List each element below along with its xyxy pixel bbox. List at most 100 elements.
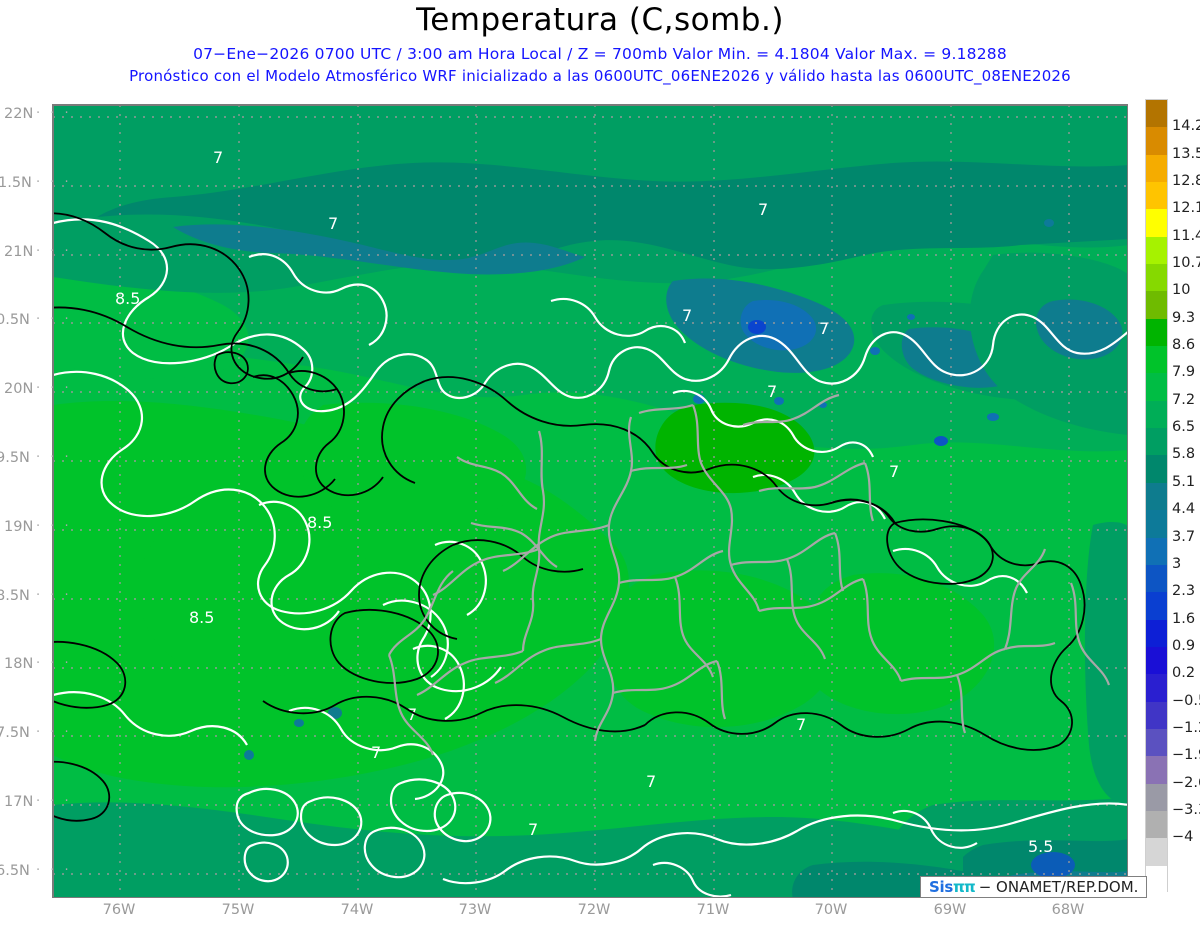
lat-label-11: 6.5N (0, 863, 30, 879)
lon-label-8: 68W (1051, 902, 1085, 918)
lon-label-3: 73W (458, 902, 492, 918)
colorbar-band-18 (1146, 592, 1167, 620)
colorbar-band-1 (1146, 127, 1167, 155)
lat-tick-dots-11: · · · (36, 863, 72, 878)
colorbar-tick-6: 10 (1172, 282, 1191, 299)
colorbar-band-3 (1146, 182, 1167, 210)
logo-agency-text: − ONAMET/REP.DOM. (978, 878, 1139, 896)
colorbar-band-12 (1146, 428, 1167, 456)
colorbar-tick-19: 0.9 (1172, 637, 1196, 654)
colorbar-band-19 (1146, 619, 1167, 647)
colorbar-band-11 (1146, 400, 1167, 429)
colorbar-tick-9: 7.9 (1172, 364, 1196, 381)
colorbar-tick-3: 12.1 (1172, 200, 1200, 217)
colorbar-band-28 (1146, 865, 1167, 893)
colorbar-tick-15: 3.7 (1172, 528, 1196, 545)
colorbar-tick-13: 5.1 (1172, 473, 1196, 490)
colorbar-tick-8: 8.6 (1172, 337, 1196, 354)
forecast-info-line: 07−Ene−2026 0700 UTC / 3:00 am Hora Loca… (193, 45, 1007, 63)
colorbar-tick-5: 10.7 (1172, 255, 1200, 272)
colorbar-band-9 (1146, 346, 1167, 374)
lon-label-2: 74W (340, 902, 374, 918)
lat-tick-dots-2: · · · (36, 244, 72, 259)
colorbar-band-6 (1146, 264, 1167, 292)
colorbar-tick-11: 6.5 (1172, 419, 1196, 436)
lat-label-1: 1.5N (0, 175, 32, 191)
lat-label-4: 20N (4, 381, 34, 397)
colorbar (1145, 99, 1168, 893)
colorbar-tick-23: −1.9 (1172, 747, 1200, 764)
colorbar-band-2 (1146, 154, 1167, 183)
colorbar-tick-0: 14.2 (1172, 118, 1200, 135)
colorbar-tick-14: 4.4 (1172, 501, 1196, 518)
colorbar-band-21 (1146, 674, 1167, 702)
logo-sis-text: Sis (929, 878, 953, 896)
colorbar-tick-18: 1.6 (1172, 610, 1196, 627)
page-title: Temperatura (C,somb.) (416, 2, 784, 38)
colorbar-tick-7: 9.3 (1172, 309, 1196, 326)
lon-label-0: 76W (102, 902, 136, 918)
colorbar-band-27 (1146, 838, 1167, 866)
colorbar-band-26 (1146, 810, 1167, 839)
lat-label-8: 18N (4, 656, 34, 672)
colorbar-band-25 (1146, 783, 1167, 811)
colorbar-band-15 (1146, 510, 1167, 538)
lat-label-0: 22N (4, 106, 34, 122)
logo-pi-icon: ππ (952, 878, 976, 896)
colorbar-tick-12: 5.8 (1172, 446, 1196, 463)
colorbar-band-22 (1146, 701, 1167, 729)
colorbar-band-5 (1146, 236, 1167, 265)
lon-label-1: 75W (221, 902, 255, 918)
map-plot-area: 7 7 7 7 7 7 7 7 7 7 7 7 8.5 8.5 8.5 5.5 (52, 104, 1128, 898)
colorbar-band-4 (1146, 209, 1167, 237)
colorbar-band-8 (1146, 318, 1167, 347)
lat-tick-dots-8: · · · (36, 656, 72, 671)
colorbar-band-7 (1146, 291, 1167, 319)
lat-tick-dots-0: · · · (36, 106, 72, 121)
colorbar-tick-26: −4 (1172, 829, 1194, 846)
attribution-logo: Sis ππ − ONAMET/REP.DOM. (920, 876, 1148, 898)
colorbar-tick-20: 0.2 (1172, 665, 1196, 682)
colorbar-tick-22: −1.2 (1172, 719, 1200, 736)
lat-tick-dots-9: · · · (36, 725, 72, 740)
colorbar-tick-10: 7.2 (1172, 391, 1196, 408)
colorbar-tick-21: −0.5 (1172, 692, 1200, 709)
colorbar-tick-2: 12.8 (1172, 173, 1200, 190)
lat-label-9: 7.5N (0, 725, 30, 741)
colorbar-tick-4: 11.4 (1172, 227, 1200, 244)
colorbar-band-24 (1146, 756, 1167, 784)
colorbar-tick-24: −2.6 (1172, 774, 1200, 791)
lat-label-6: 19N (4, 519, 34, 535)
colorbar-band-20 (1146, 646, 1167, 675)
colorbar-tick-1: 13.5 (1172, 145, 1200, 162)
model-info-line: Pronóstico con el Modelo Atmosférico WRF… (129, 67, 1071, 85)
lon-label-6: 70W (814, 902, 848, 918)
colorbar-band-14 (1146, 482, 1167, 511)
lat-tick-dots-1: · · · (36, 175, 72, 190)
lon-label-5: 71W (696, 902, 730, 918)
lat-label-5: 9.5N (0, 450, 30, 466)
lat-tick-dots-7: · · · (36, 588, 72, 603)
colorbar-band-23 (1146, 728, 1167, 757)
lat-tick-dots-10: · · · (36, 794, 72, 809)
colorbar-band-10 (1146, 373, 1167, 401)
lon-label-4: 72W (577, 902, 611, 918)
colorbar-band-13 (1146, 455, 1167, 483)
colorbar-tick-16: 3 (1172, 555, 1182, 572)
colorbar-band-17 (1146, 564, 1167, 593)
lat-tick-dots-4: · · · (36, 381, 72, 396)
colorbar-tick-17: 2.3 (1172, 583, 1196, 600)
lat-tick-dots-6: · · · (36, 519, 72, 534)
lat-tick-dots-5: · · · (36, 450, 72, 465)
lat-label-2: 21N (4, 244, 34, 260)
temperature-shading-field (53, 105, 1127, 897)
colorbar-band-16 (1146, 537, 1167, 565)
lon-label-7: 69W (933, 902, 967, 918)
lat-tick-dots-3: · · · (36, 312, 72, 327)
lat-label-10: 17N (4, 794, 34, 810)
lat-label-7: 8.5N (0, 588, 30, 604)
colorbar-tick-25: −3.3 (1172, 801, 1200, 818)
colorbar-band-0 (1146, 100, 1167, 128)
lat-label-3: 0.5N (0, 312, 30, 328)
